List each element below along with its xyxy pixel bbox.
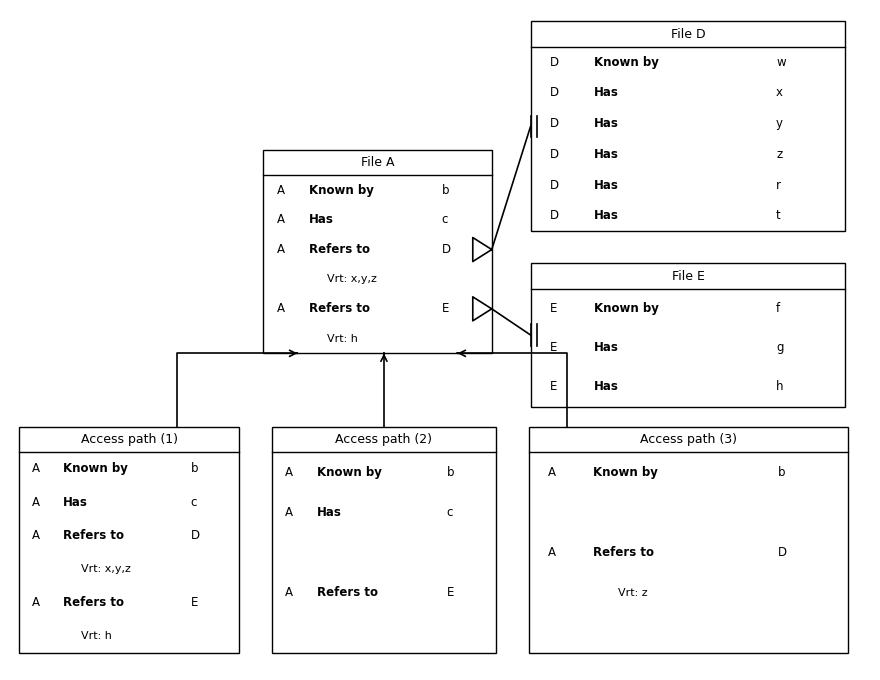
- Text: Access path (1): Access path (1): [81, 432, 178, 446]
- Text: Known by: Known by: [592, 466, 657, 479]
- Text: A: A: [277, 303, 285, 316]
- Text: A: A: [33, 496, 40, 509]
- Text: Known by: Known by: [593, 56, 658, 69]
- Text: A: A: [33, 529, 40, 543]
- Text: A: A: [33, 462, 40, 475]
- Text: D: D: [442, 243, 451, 256]
- Text: x: x: [776, 86, 783, 99]
- Text: E: E: [549, 341, 557, 354]
- Text: Vrt: h: Vrt: h: [81, 632, 112, 641]
- Text: Refers to: Refers to: [63, 596, 124, 609]
- Bar: [263, 150, 492, 354]
- Text: Has: Has: [593, 209, 619, 222]
- Text: D: D: [549, 148, 559, 161]
- Text: D: D: [778, 546, 787, 559]
- Text: b: b: [191, 462, 198, 475]
- Text: Refers to: Refers to: [309, 303, 370, 316]
- Bar: [531, 22, 846, 231]
- Text: A: A: [285, 586, 293, 599]
- Text: Known by: Known by: [63, 462, 128, 475]
- Text: Vrt: x,y,z: Vrt: x,y,z: [81, 564, 130, 575]
- Text: A: A: [285, 466, 293, 479]
- Text: E: E: [191, 596, 198, 609]
- Text: Has: Has: [317, 506, 341, 519]
- Text: File A: File A: [361, 156, 394, 169]
- Text: b: b: [778, 466, 785, 479]
- Text: A: A: [33, 596, 40, 609]
- Text: Vrt: x,y,z: Vrt: x,y,z: [327, 274, 377, 284]
- Text: w: w: [776, 56, 786, 69]
- Text: c: c: [442, 214, 448, 226]
- Bar: [19, 426, 239, 653]
- Text: D: D: [549, 179, 559, 192]
- Text: Refers to: Refers to: [309, 243, 370, 256]
- Text: Has: Has: [593, 117, 619, 130]
- Text: Refers to: Refers to: [592, 546, 654, 559]
- Text: Refers to: Refers to: [63, 529, 124, 543]
- Text: File E: File E: [671, 269, 704, 282]
- Text: Known by: Known by: [317, 466, 382, 479]
- Text: Vrt: h: Vrt: h: [327, 333, 358, 343]
- Text: Known by: Known by: [593, 302, 658, 315]
- Text: Has: Has: [593, 148, 619, 161]
- Text: Has: Has: [593, 381, 619, 394]
- Text: Refers to: Refers to: [317, 586, 378, 599]
- Text: Has: Has: [309, 214, 334, 226]
- Text: A: A: [548, 546, 556, 559]
- Text: y: y: [776, 117, 783, 130]
- Text: D: D: [549, 56, 559, 69]
- Bar: [531, 263, 846, 407]
- Text: E: E: [447, 586, 454, 599]
- Text: D: D: [191, 529, 200, 543]
- Text: b: b: [442, 184, 449, 197]
- Text: A: A: [285, 506, 293, 519]
- Text: E: E: [442, 303, 449, 316]
- Text: Access path (3): Access path (3): [640, 432, 737, 446]
- Text: A: A: [277, 214, 285, 226]
- Text: Access path (2): Access path (2): [335, 432, 432, 446]
- Text: E: E: [549, 302, 557, 315]
- Text: Vrt: z: Vrt: z: [618, 588, 648, 598]
- Text: Has: Has: [63, 496, 88, 509]
- Text: D: D: [549, 86, 559, 99]
- Bar: [529, 426, 848, 653]
- Text: t: t: [776, 209, 781, 222]
- Text: g: g: [776, 341, 783, 354]
- Text: h: h: [776, 381, 783, 394]
- Text: b: b: [447, 466, 454, 479]
- Text: Has: Has: [593, 341, 619, 354]
- Text: A: A: [277, 243, 285, 256]
- Text: Known by: Known by: [309, 184, 374, 197]
- Text: E: E: [549, 381, 557, 394]
- Bar: [272, 426, 496, 653]
- Text: File D: File D: [671, 28, 705, 41]
- Text: f: f: [776, 302, 781, 315]
- Text: Has: Has: [593, 179, 619, 192]
- Text: r: r: [776, 179, 781, 192]
- Text: D: D: [549, 117, 559, 130]
- Text: c: c: [191, 496, 197, 509]
- Text: Has: Has: [593, 86, 619, 99]
- Text: c: c: [447, 506, 453, 519]
- Text: A: A: [277, 184, 285, 197]
- Text: z: z: [776, 148, 782, 161]
- Text: D: D: [549, 209, 559, 222]
- Text: A: A: [548, 466, 556, 479]
